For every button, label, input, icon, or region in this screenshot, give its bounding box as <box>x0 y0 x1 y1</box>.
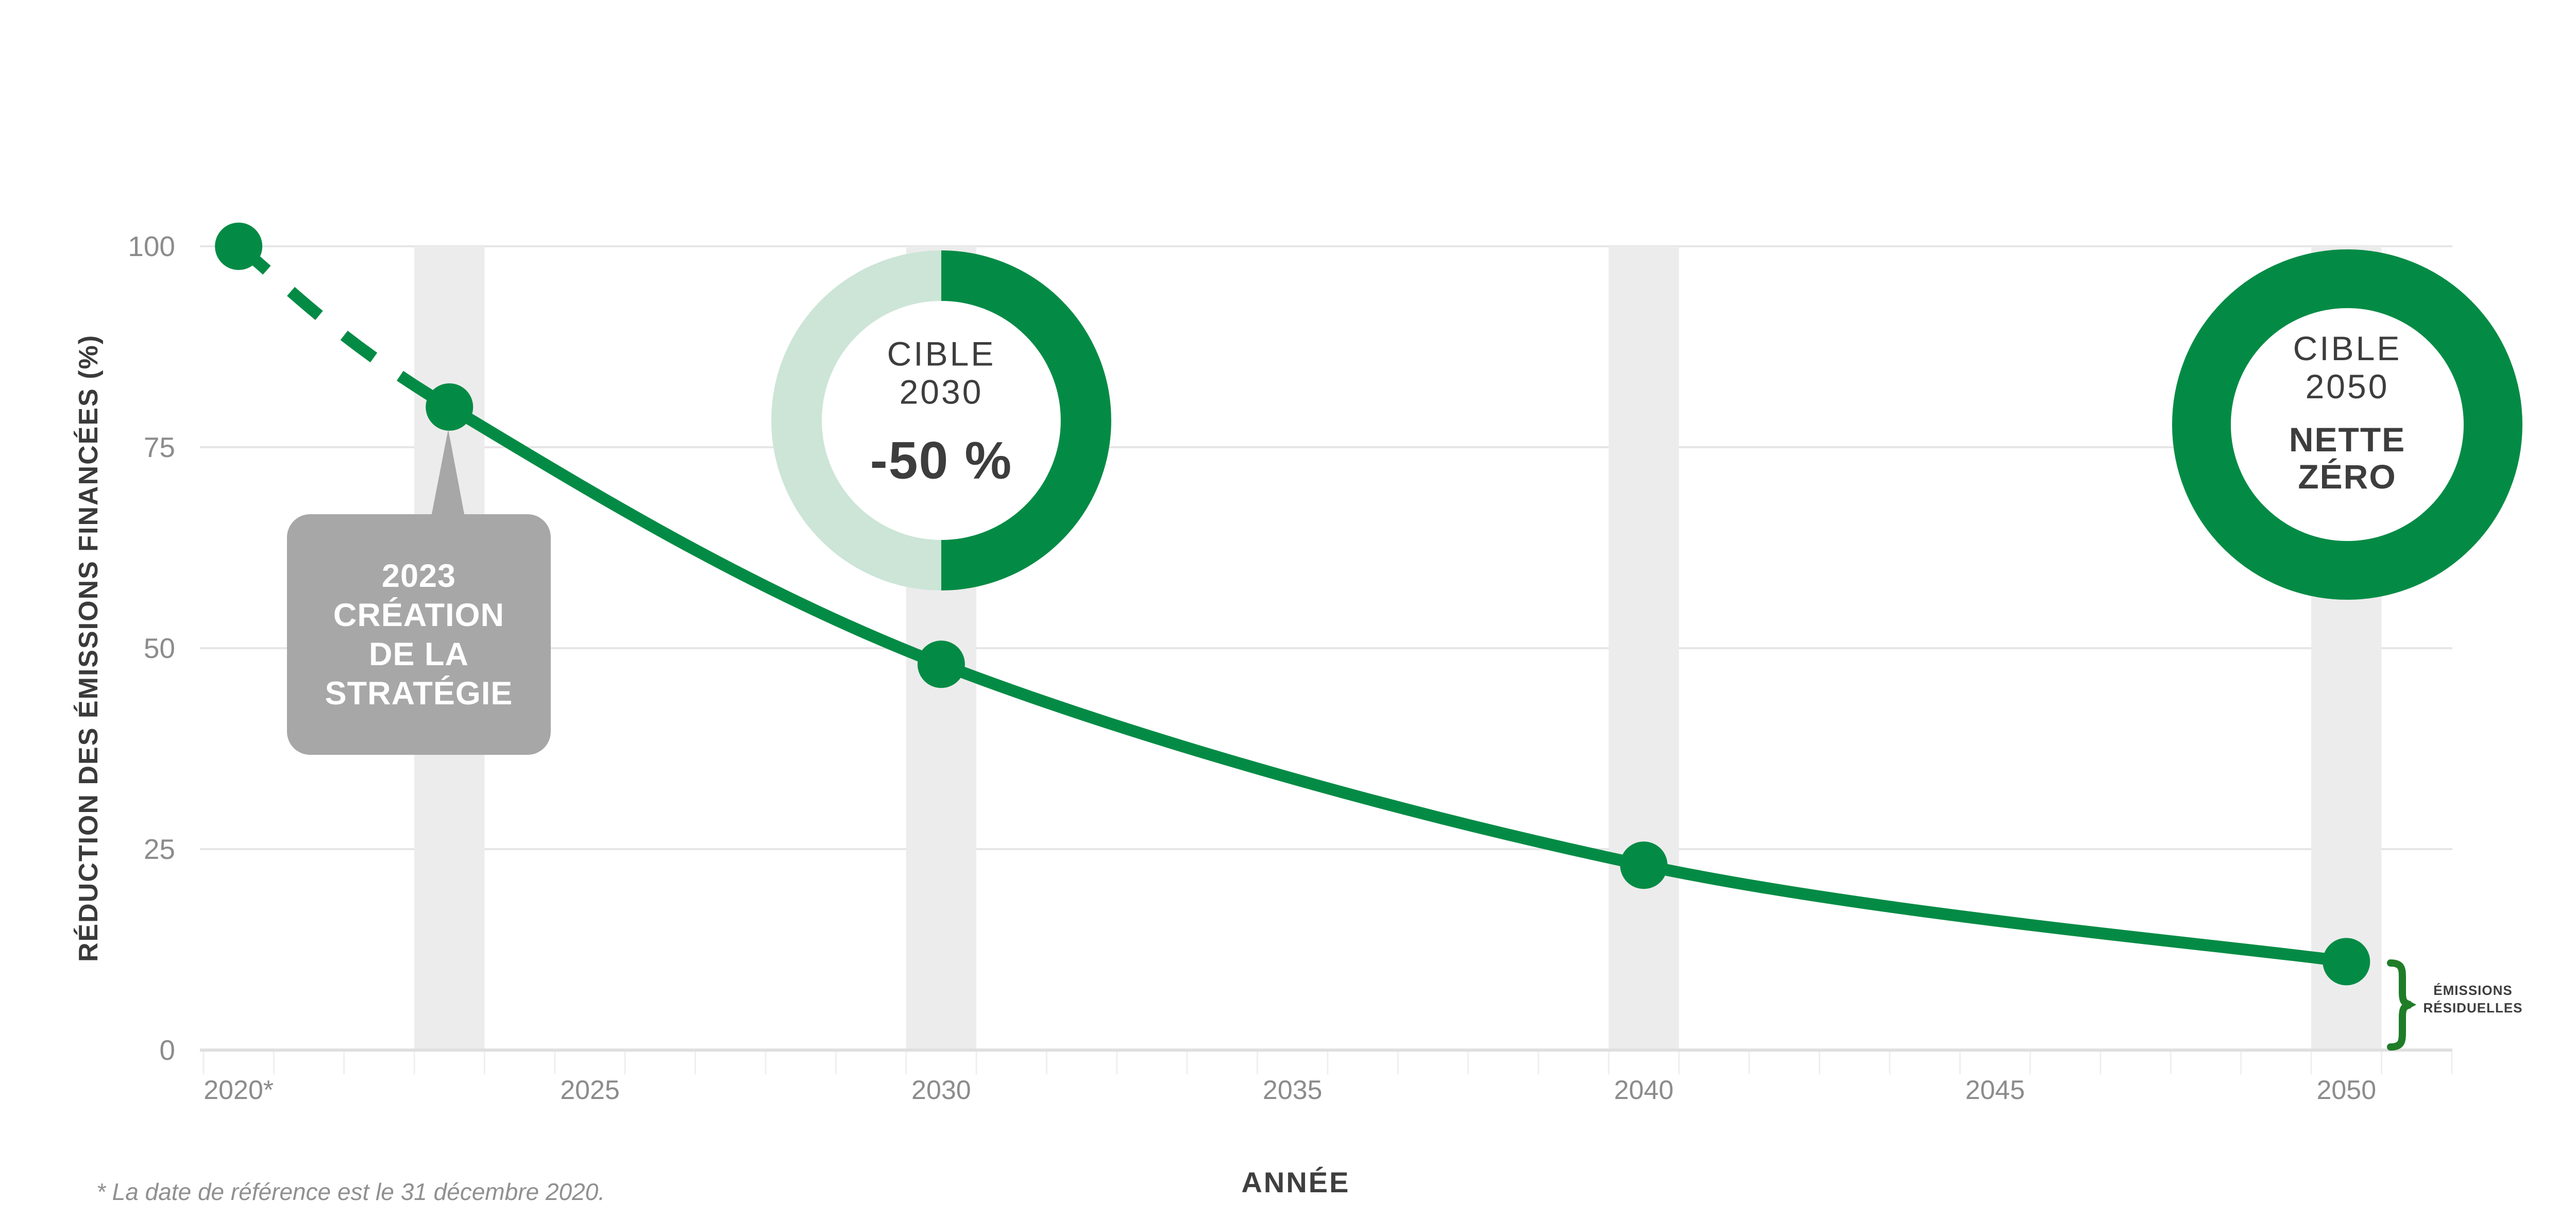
x-minor-tick <box>1748 1052 1750 1074</box>
target-2050-title-line2: 2050 <box>2305 367 2389 405</box>
x-minor-tick <box>1959 1052 1961 1074</box>
callout-line: STRATÉGIE <box>325 675 513 712</box>
x-minor-tick <box>483 1052 485 1074</box>
y-tick-label-50: 50 <box>143 632 175 664</box>
target-2030-donut <box>771 250 1111 590</box>
x-minor-tick <box>273 1052 275 1074</box>
x-tick-label-2030: 2030 <box>911 1075 971 1105</box>
highlight-band-2040 <box>1608 246 1679 1050</box>
x-axis-title: ANNÉE <box>1241 1166 1350 1198</box>
target-2030-value: -50 % <box>870 431 1013 490</box>
x-minor-tick <box>905 1052 907 1074</box>
x-minor-tick <box>1678 1052 1680 1074</box>
x-minor-tick <box>1397 1052 1399 1074</box>
x-minor-tick <box>2451 1052 2453 1074</box>
x-minor-tick <box>1257 1052 1259 1074</box>
callout-line: 2023 <box>381 557 456 594</box>
x-minor-tick <box>624 1052 626 1074</box>
x-tick-label-2020: 2020* <box>204 1075 274 1105</box>
x-minor-tick <box>202 1052 205 1074</box>
x-minor-tick <box>413 1052 415 1074</box>
residual-label-line2: RÉSIDUELLES <box>2423 1000 2523 1016</box>
footnote: * La date de référence est le 31 décembr… <box>96 1178 605 1205</box>
callout-2023-box: 2023 CRÉATION DE LA STRATÉGIE <box>287 514 551 755</box>
residual-emissions-label: ÉMISSIONS RÉSIDUELLES <box>2419 982 2527 1017</box>
x-minor-tick <box>1116 1052 1118 1074</box>
y-tick-label-25: 25 <box>143 833 175 865</box>
target-2030-title-line2: 2030 <box>899 373 984 411</box>
data-point-2050 <box>2323 938 2370 986</box>
x-minor-tick <box>2029 1052 2031 1074</box>
x-axis-line <box>200 1049 2452 1052</box>
callout-line: CRÉATION <box>333 597 505 633</box>
x-minor-tick <box>1819 1052 1821 1074</box>
x-minor-tick <box>2380 1052 2382 1074</box>
x-minor-tick <box>1607 1052 1609 1074</box>
y-tick-label-0: 0 <box>159 1034 175 1066</box>
x-minor-tick <box>1186 1052 1188 1074</box>
x-minor-tick <box>2240 1052 2242 1074</box>
callout-line: DE LA <box>369 636 469 672</box>
target-2030-title-line1: CIBLE <box>887 334 996 373</box>
x-minor-tick <box>554 1052 556 1074</box>
x-minor-tick <box>1327 1052 1329 1074</box>
x-minor-tick <box>694 1052 697 1074</box>
y-tick-label-75: 75 <box>143 431 175 463</box>
gridline-75 <box>200 446 2452 448</box>
data-point-2023 <box>426 383 473 431</box>
x-minor-tick <box>343 1052 345 1074</box>
x-minor-tick <box>1537 1052 1539 1074</box>
emissions-curve-solid <box>446 402 2347 968</box>
x-tick-label-2025: 2025 <box>560 1075 620 1105</box>
y-tick-label-100: 100 <box>128 230 175 262</box>
x-minor-tick <box>1467 1052 1469 1074</box>
residual-brace-icon <box>2387 959 2416 1051</box>
residual-label-line1: ÉMISSIONS <box>2433 983 2513 998</box>
target-2050-value-line2: ZÉRO <box>2298 458 2397 496</box>
gridline-50 <box>200 647 2452 649</box>
target-2050-title-line1: CIBLE <box>2293 329 2402 367</box>
target-2050-ring <box>2172 249 2522 600</box>
x-tick-label-2040: 2040 <box>1614 1075 1674 1105</box>
x-tick-label-2035: 2035 <box>1262 1075 1323 1105</box>
x-tick-label-2045: 2045 <box>1965 1075 2025 1105</box>
target-2050-value-line1: NETTE <box>2289 420 2406 459</box>
x-tick-label-2050: 2050 <box>2316 1075 2377 1105</box>
x-minor-tick <box>1045 1052 1047 1074</box>
gridline-100 <box>200 245 2452 247</box>
x-minor-tick <box>1889 1052 1891 1074</box>
callout-pointer <box>431 429 465 519</box>
target-2030-label: CIBLE 2030 -50 % <box>870 335 1012 491</box>
data-point-2030 <box>917 640 965 688</box>
x-minor-tick <box>2310 1052 2312 1074</box>
data-point-2040 <box>1620 841 1668 889</box>
x-minor-tick <box>835 1052 837 1074</box>
x-minor-tick <box>2099 1052 2102 1074</box>
x-minor-tick <box>2170 1052 2172 1074</box>
gridline-25 <box>200 848 2452 850</box>
target-2050-label: CIBLE 2050 NETTE ZÉRO <box>2289 329 2405 495</box>
x-minor-tick <box>975 1052 977 1074</box>
x-minor-tick <box>765 1052 767 1074</box>
data-point-2020 <box>215 223 263 270</box>
